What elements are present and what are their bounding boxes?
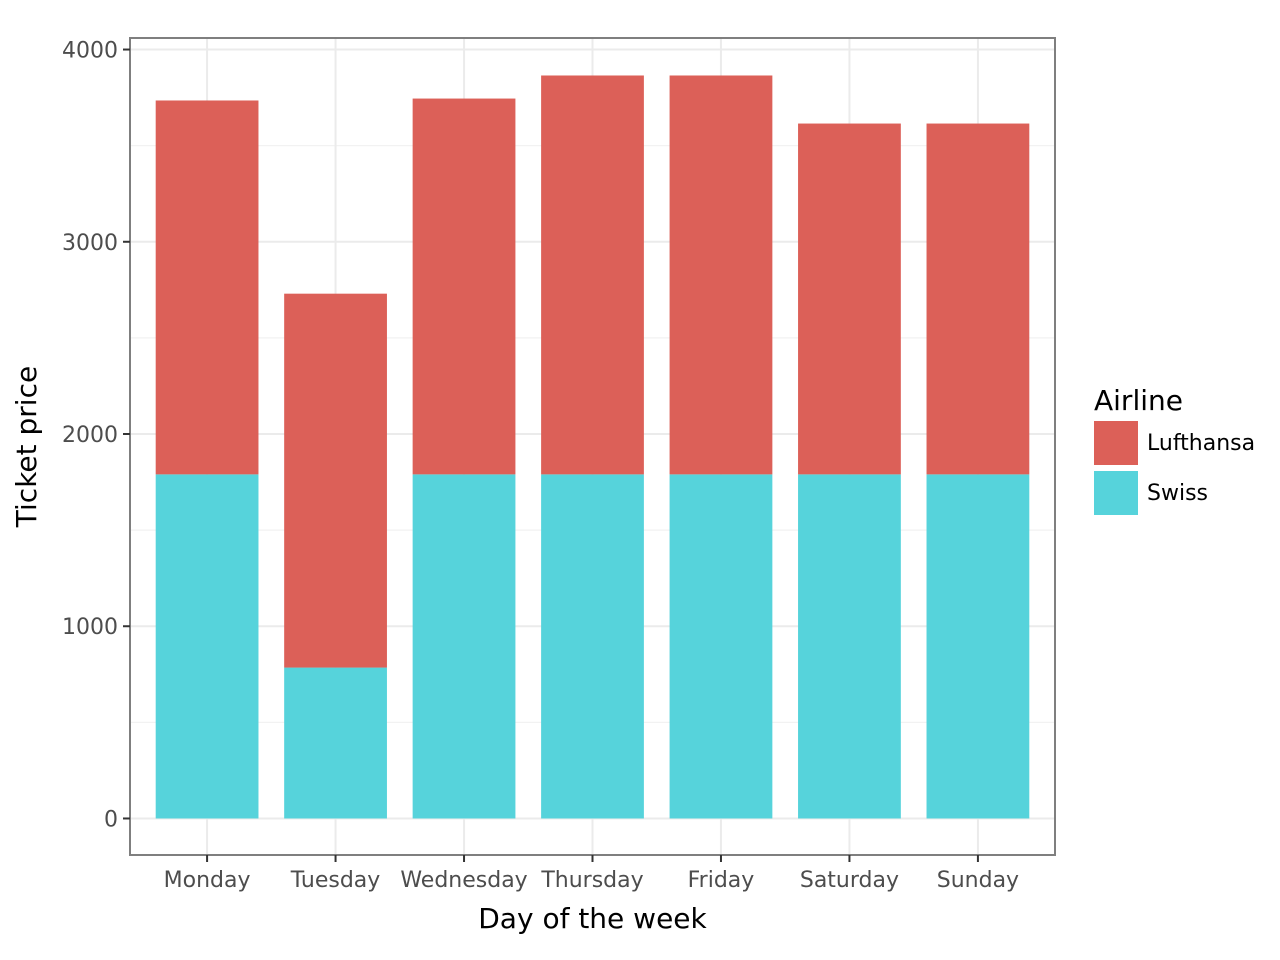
bars [155, 75, 1030, 819]
y-tick-label: 2000 [62, 423, 118, 448]
legend: Airline Lufthansa Swiss [1094, 384, 1255, 515]
x-tick-label: Tuesday [290, 868, 381, 893]
x-tick-labels: Monday Tuesday Wednesday Thursday Friday Satu… [164, 868, 1019, 893]
bar-swiss-tuesday [284, 667, 387, 819]
x-tick-label: Wednesday [400, 868, 527, 893]
y-axis-title: Ticket price [10, 366, 43, 528]
bar-lufthansa-saturday [798, 123, 901, 475]
x-tick-label: Monday [164, 868, 251, 893]
bar-swiss-friday [669, 474, 773, 819]
bar-lufthansa-thursday [541, 75, 644, 475]
y-tick-label: 0 [104, 807, 118, 832]
bar-lufthansa-sunday [926, 123, 1030, 475]
bar-swiss-wednesday [412, 474, 516, 819]
y-tick-labels: 0 1000 2000 3000 4000 [62, 39, 118, 833]
x-tick-label: Friday [688, 868, 755, 893]
legend-title: Airline [1094, 384, 1183, 417]
y-tick-label: 3000 [62, 231, 118, 256]
bar-lufthansa-wednesday [412, 98, 516, 475]
y-tick-label: 4000 [62, 39, 118, 64]
bar-lufthansa-friday [669, 75, 773, 475]
x-axis-title: Day of the week [478, 902, 707, 935]
x-tick-label: Sunday [937, 868, 1019, 893]
legend-swatch-lufthansa [1094, 421, 1138, 465]
bar-swiss-sunday [926, 474, 1030, 819]
bar-swiss-thursday [541, 474, 644, 819]
y-tick-label: 1000 [62, 615, 118, 640]
x-tick-label: Saturday [800, 868, 899, 893]
bar-swiss-monday [155, 474, 259, 819]
axis-ticks [123, 48, 979, 862]
legend-label-lufthansa: Lufthansa [1147, 431, 1255, 456]
bar-lufthansa-tuesday [284, 293, 387, 668]
legend-label-swiss: Swiss [1147, 481, 1208, 506]
legend-swatch-swiss [1094, 471, 1138, 515]
bar-lufthansa-monday [155, 100, 259, 475]
x-tick-label: Thursday [540, 868, 643, 893]
legend-items: Lufthansa Swiss [1094, 421, 1255, 515]
bar-swiss-saturday [798, 474, 901, 819]
